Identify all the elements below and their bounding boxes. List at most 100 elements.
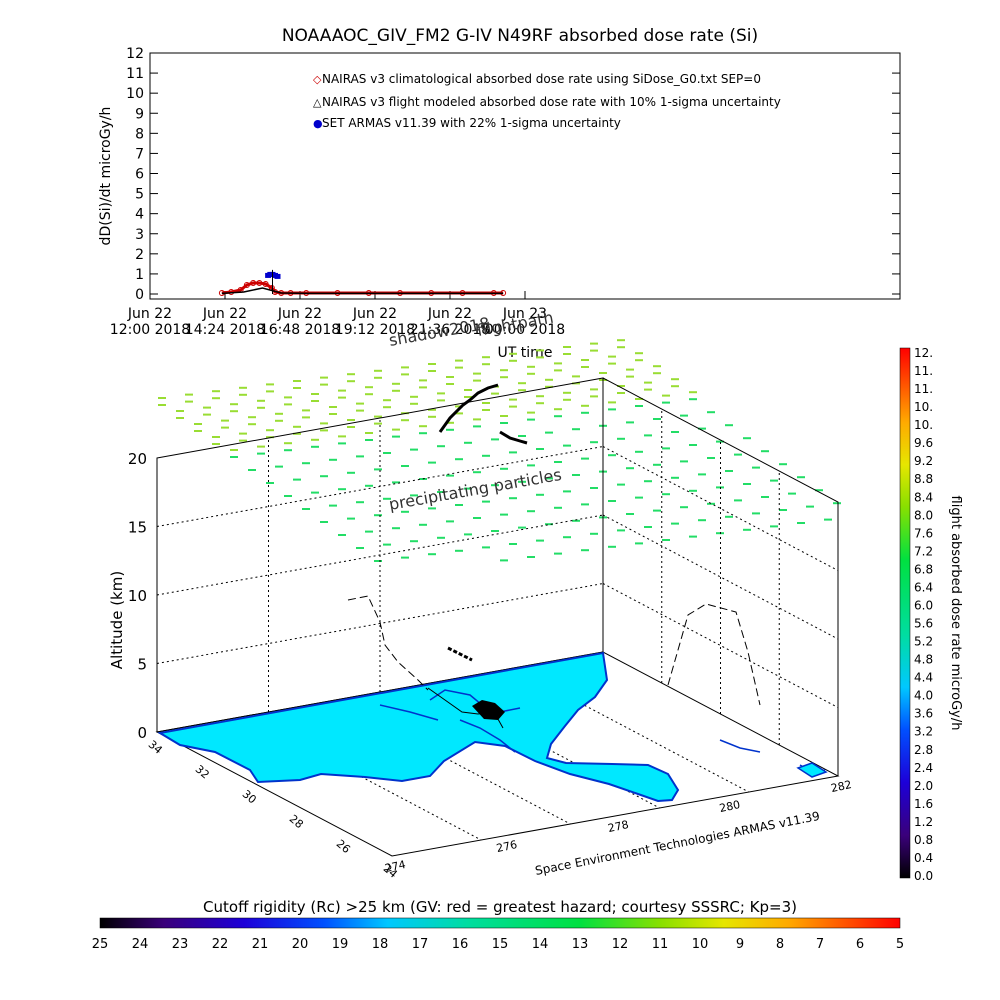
precip-dash <box>572 519 580 522</box>
grid-floor-line <box>335 699 571 825</box>
precipitating-particles <box>158 339 841 562</box>
altitude-tick-label: 20 <box>128 450 147 468</box>
precip-dash <box>419 523 427 526</box>
longitude-tick-label: 278 <box>607 818 630 835</box>
precip-dash <box>536 448 544 450</box>
coast-detail <box>379 689 826 773</box>
precip-dash <box>221 419 229 422</box>
precip-dash <box>347 419 355 421</box>
precip-dash <box>302 462 310 465</box>
precip-dash <box>446 376 454 378</box>
precip-dash <box>446 383 454 385</box>
rigidity-colorbar-tick-label: 8 <box>776 937 784 952</box>
precip-dash <box>599 372 607 374</box>
precip-dash <box>464 487 472 490</box>
altitude-tick-label: 0 <box>137 724 147 742</box>
precip-dash <box>725 515 733 518</box>
precip-dash <box>698 519 706 522</box>
rigidity-colorbar-tick-label: 15 <box>492 937 509 952</box>
precip-dash <box>464 441 472 444</box>
precip-dash <box>536 539 544 542</box>
flight-path-upper <box>438 383 528 445</box>
precip-dash <box>284 403 292 406</box>
rigidity-colorbar-tick-label: 19 <box>332 937 349 952</box>
precip-dash <box>266 390 274 393</box>
precip-dash <box>374 422 382 425</box>
rigidity-colorbar-tick-label: 22 <box>212 937 229 952</box>
precip-dash <box>581 503 589 506</box>
precip-dash <box>491 392 499 395</box>
precip-dash <box>536 356 544 359</box>
legend-symbol-armas: ● <box>313 117 323 130</box>
y-tick-label: 9 <box>135 106 144 122</box>
x-tick-label-date: Jun 22 <box>277 306 322 322</box>
precip-dash <box>419 432 427 435</box>
precip-dash <box>275 412 283 415</box>
precip-dash <box>680 506 688 509</box>
precip-dash <box>518 382 526 385</box>
precip-dash <box>320 521 328 523</box>
precip-dash <box>293 380 301 382</box>
precip-dash <box>419 425 427 428</box>
rigidity-colorbar-tick-label: 13 <box>572 937 589 952</box>
precip-dash <box>572 375 580 378</box>
precip-dash <box>392 389 400 392</box>
timeseries-legend: ◇ NAIRAS v3 climatological absorbed dose… <box>313 72 781 130</box>
precip-dash <box>401 510 409 513</box>
precip-dash <box>590 532 598 535</box>
dose-colorbar-ticks: 0.0 0.4 0.8 1.2 1.6 2.0 2.4 2.8 3.2 3.6 4.0 4.4 4.8 5… <box>914 346 933 883</box>
precip-dash <box>356 455 364 458</box>
dose-colorbar-gradient <box>899 347 911 879</box>
dose-colorbar-tick-label: 8.8 <box>914 472 933 486</box>
precip-dash <box>248 469 256 471</box>
dose-colorbar-tick-label: 6.4 <box>914 580 933 594</box>
precip-dash <box>680 460 688 463</box>
precip-dash <box>590 487 598 489</box>
precip-dash <box>383 543 391 546</box>
precip-dash <box>527 372 535 375</box>
precip-dash <box>311 393 319 395</box>
precip-dash <box>482 402 490 404</box>
precip-dash <box>176 410 184 412</box>
dose-colorbar-tick-label: 11. <box>914 382 933 396</box>
precip-dash <box>572 474 580 476</box>
precip-dash <box>662 394 670 397</box>
precip-dash <box>356 501 364 504</box>
dose-colorbar-tick-label: 2.4 <box>914 761 933 775</box>
x-tick-label-date: Jun 22 <box>127 306 172 322</box>
precip-dash <box>257 445 265 448</box>
precip-dash <box>338 396 346 399</box>
dose-colorbar-tick-label: 5.2 <box>914 635 933 649</box>
precip-dash <box>527 556 535 558</box>
precip-dash <box>275 465 283 468</box>
flight-path-mid <box>447 646 473 662</box>
precip-dash <box>536 349 544 352</box>
precip-dash <box>365 432 373 434</box>
precip-dash <box>608 545 616 548</box>
precip-dash <box>698 473 706 476</box>
precip-dash <box>806 505 814 508</box>
y-tick-label: 1 <box>135 267 144 283</box>
precip-dash <box>446 474 454 477</box>
x-tick-label-time: 00:00 2018 <box>485 322 565 338</box>
precip-dash <box>500 415 508 417</box>
precip-dash <box>608 408 616 411</box>
dose-colorbar-tick-label: 4.4 <box>914 671 933 685</box>
longitude-ticks: 274 276 278 280 282 <box>384 778 853 875</box>
precip-dash <box>239 386 247 389</box>
precip-dash <box>518 526 526 529</box>
precip-dash <box>608 454 616 457</box>
precip-dash <box>527 365 535 368</box>
precip-dash <box>266 383 274 386</box>
precip-dash <box>158 404 166 406</box>
dose-colorbar-tick-label: 11. <box>914 364 933 378</box>
precip-dash <box>437 399 445 402</box>
precip-dash <box>662 401 670 404</box>
precip-dash <box>608 355 616 358</box>
precip-dash <box>257 452 265 455</box>
precip-dash <box>446 520 454 523</box>
precip-dash <box>689 391 697 394</box>
precip-dash <box>473 379 481 382</box>
precip-dash <box>383 406 391 409</box>
